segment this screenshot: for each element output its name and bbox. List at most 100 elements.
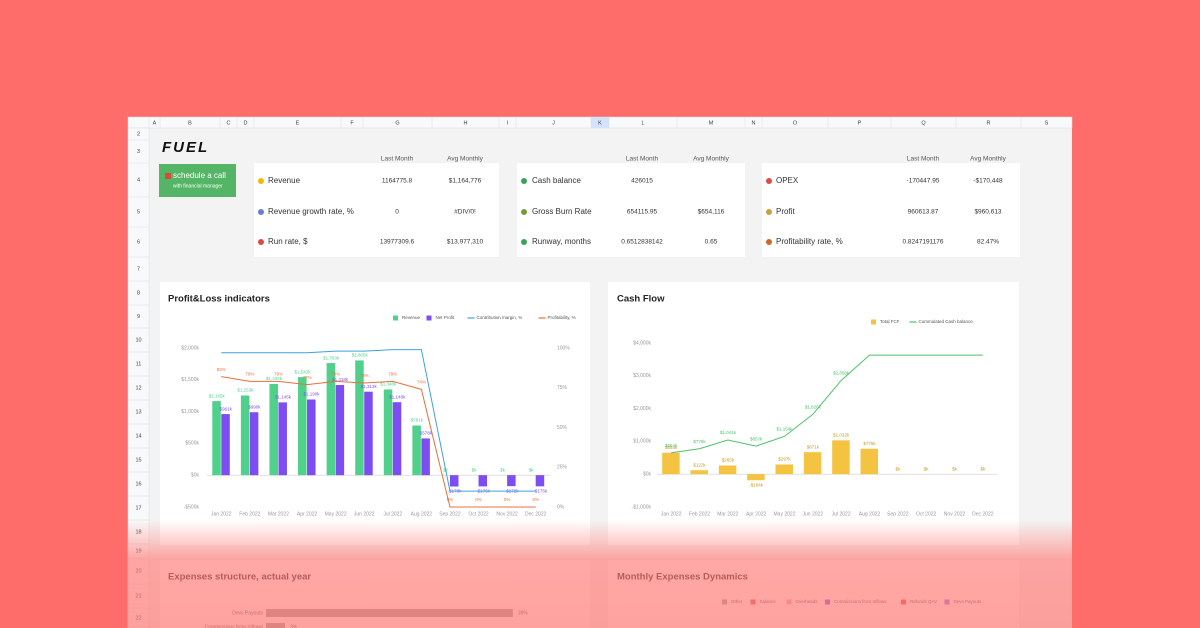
- line-value-label: $1,041k: [720, 430, 737, 435]
- kpi-label: OPEX: [776, 176, 799, 185]
- bar: [507, 475, 516, 487]
- y-tick-label: $1,000k: [181, 409, 199, 415]
- kpi-last: 426015: [631, 178, 653, 185]
- kpi-icon: [521, 178, 527, 184]
- schedule-button[interactable]: [159, 164, 236, 197]
- line-value-label: 82%: [217, 367, 226, 372]
- bar-value-label: $1,418k: [332, 377, 349, 382]
- kpi-avg: $1,164,776: [449, 178, 482, 185]
- row-label: 2: [137, 131, 140, 137]
- legend-swatch: [426, 315, 432, 321]
- y-tick-label: $2,000k: [181, 345, 199, 351]
- x-tick-label: Jan 2022: [661, 511, 682, 517]
- kpi-last: 0.8247191176: [902, 239, 943, 246]
- legend-label: Total FCF: [880, 319, 900, 324]
- kpi-header: Last Month: [907, 156, 940, 163]
- bar: [298, 377, 307, 476]
- kpi-avg: $960,613: [974, 209, 1001, 216]
- line-value-label: 78%: [360, 373, 369, 378]
- bar-value-label: $1,032k: [833, 433, 850, 438]
- x-tick-label: Apr 2022: [746, 511, 767, 517]
- bar: [212, 401, 221, 476]
- button-title[interactable]: schedule a call: [173, 171, 226, 180]
- bar-value-label: $781k: [411, 418, 424, 423]
- legend-label: Cummulated Cash balance: [919, 319, 974, 324]
- x-tick-label: Apr 2022: [297, 511, 318, 517]
- bar-value-label: $1,148k: [389, 394, 406, 399]
- y2-tick-label: 0%: [557, 504, 565, 510]
- bar-value-label: $654k: [665, 445, 678, 450]
- x-tick-label: Jun 2022: [803, 511, 824, 517]
- y2-tick-label: 75%: [557, 385, 568, 391]
- bottom-fade: [128, 520, 1072, 628]
- button-subtitle[interactable]: with financial manager: [173, 183, 223, 189]
- x-tick-label: May 2022: [774, 511, 796, 517]
- chart-title: Profit&Loss indicators: [168, 294, 270, 305]
- bar: [383, 389, 393, 476]
- bar: [326, 363, 336, 476]
- x-tick-label: Nov 2022: [944, 511, 966, 517]
- line-value-label: $2,858k: [833, 371, 850, 376]
- logo: FUEL: [162, 139, 209, 156]
- y-tick-label: $0k: [643, 472, 652, 478]
- bar-value-label: $k: [980, 466, 986, 471]
- legend-swatch: [393, 315, 398, 321]
- row-label: 17: [135, 505, 141, 511]
- kpi-card: [762, 163, 1020, 257]
- line-value-label: 0%: [475, 497, 482, 502]
- x-tick-label: Feb 2022: [239, 511, 260, 517]
- bar-value-label: $1,434k: [266, 376, 283, 381]
- column-label: H: [464, 120, 468, 126]
- kpi-header: Last Month: [626, 156, 659, 163]
- line: [671, 354, 983, 454]
- bar: [478, 475, 488, 487]
- line-value-label: 0%: [532, 497, 539, 502]
- y2-tick-label: 25%: [557, 465, 568, 471]
- kpi-header: Avg Monthly: [447, 156, 483, 163]
- line: [221, 376, 536, 508]
- row-label: 15: [135, 457, 141, 463]
- bar-value-label: -$184k: [749, 482, 764, 487]
- line-value-label: $654k: [665, 443, 678, 448]
- bar: [747, 474, 765, 481]
- bar-value-label: $1,253k: [237, 388, 254, 393]
- bar-value-label: $1,542k: [295, 369, 312, 374]
- kpi-icon: [258, 239, 264, 245]
- bar-value-label: $1,190k: [304, 392, 321, 397]
- bar: [832, 440, 850, 475]
- column-label: C: [227, 120, 231, 126]
- bar: [535, 475, 545, 487]
- kpi-header: Last Month: [381, 156, 414, 163]
- y-tick-label: $2,000k: [633, 406, 651, 412]
- kpi-card: [517, 163, 745, 257]
- y-tick-label: $500k: [185, 441, 199, 447]
- line-value-label: $1,826k: [805, 404, 822, 409]
- x-tick-label: Aug 2022: [859, 511, 881, 517]
- y-tick-label: $4,000k: [633, 340, 651, 346]
- kpi-icon: [766, 178, 772, 184]
- bar: [249, 412, 259, 476]
- x-tick-label: Jul 2022: [383, 511, 402, 517]
- column-label: M: [709, 120, 714, 126]
- kpi-last: 0.6512838142: [621, 239, 663, 246]
- y-tick-label: $0k: [191, 473, 200, 479]
- y-tick-label: $1,500k: [181, 377, 199, 383]
- bar-value-label: $k: [472, 467, 478, 472]
- kpi-card: [254, 163, 499, 257]
- x-tick-label: Dec 2022: [972, 511, 994, 517]
- bar: [803, 452, 822, 475]
- bar: [412, 425, 421, 476]
- column-label: D: [244, 120, 248, 126]
- column-label: B: [188, 120, 192, 126]
- row-label: 12: [135, 385, 141, 391]
- line-value-label: 0%: [504, 497, 511, 502]
- row-label: 7: [137, 266, 140, 272]
- button-icon: [165, 173, 171, 179]
- kpi-label: Cash balance: [532, 176, 581, 185]
- kpi-avg: #DIV/0!: [454, 209, 476, 216]
- bar-value-label: -$175k: [533, 489, 548, 494]
- line-value-label: 79%: [388, 372, 397, 377]
- bar: [392, 402, 402, 476]
- x-tick-label: Oct 2022: [916, 511, 937, 517]
- row-label: 9: [137, 314, 140, 320]
